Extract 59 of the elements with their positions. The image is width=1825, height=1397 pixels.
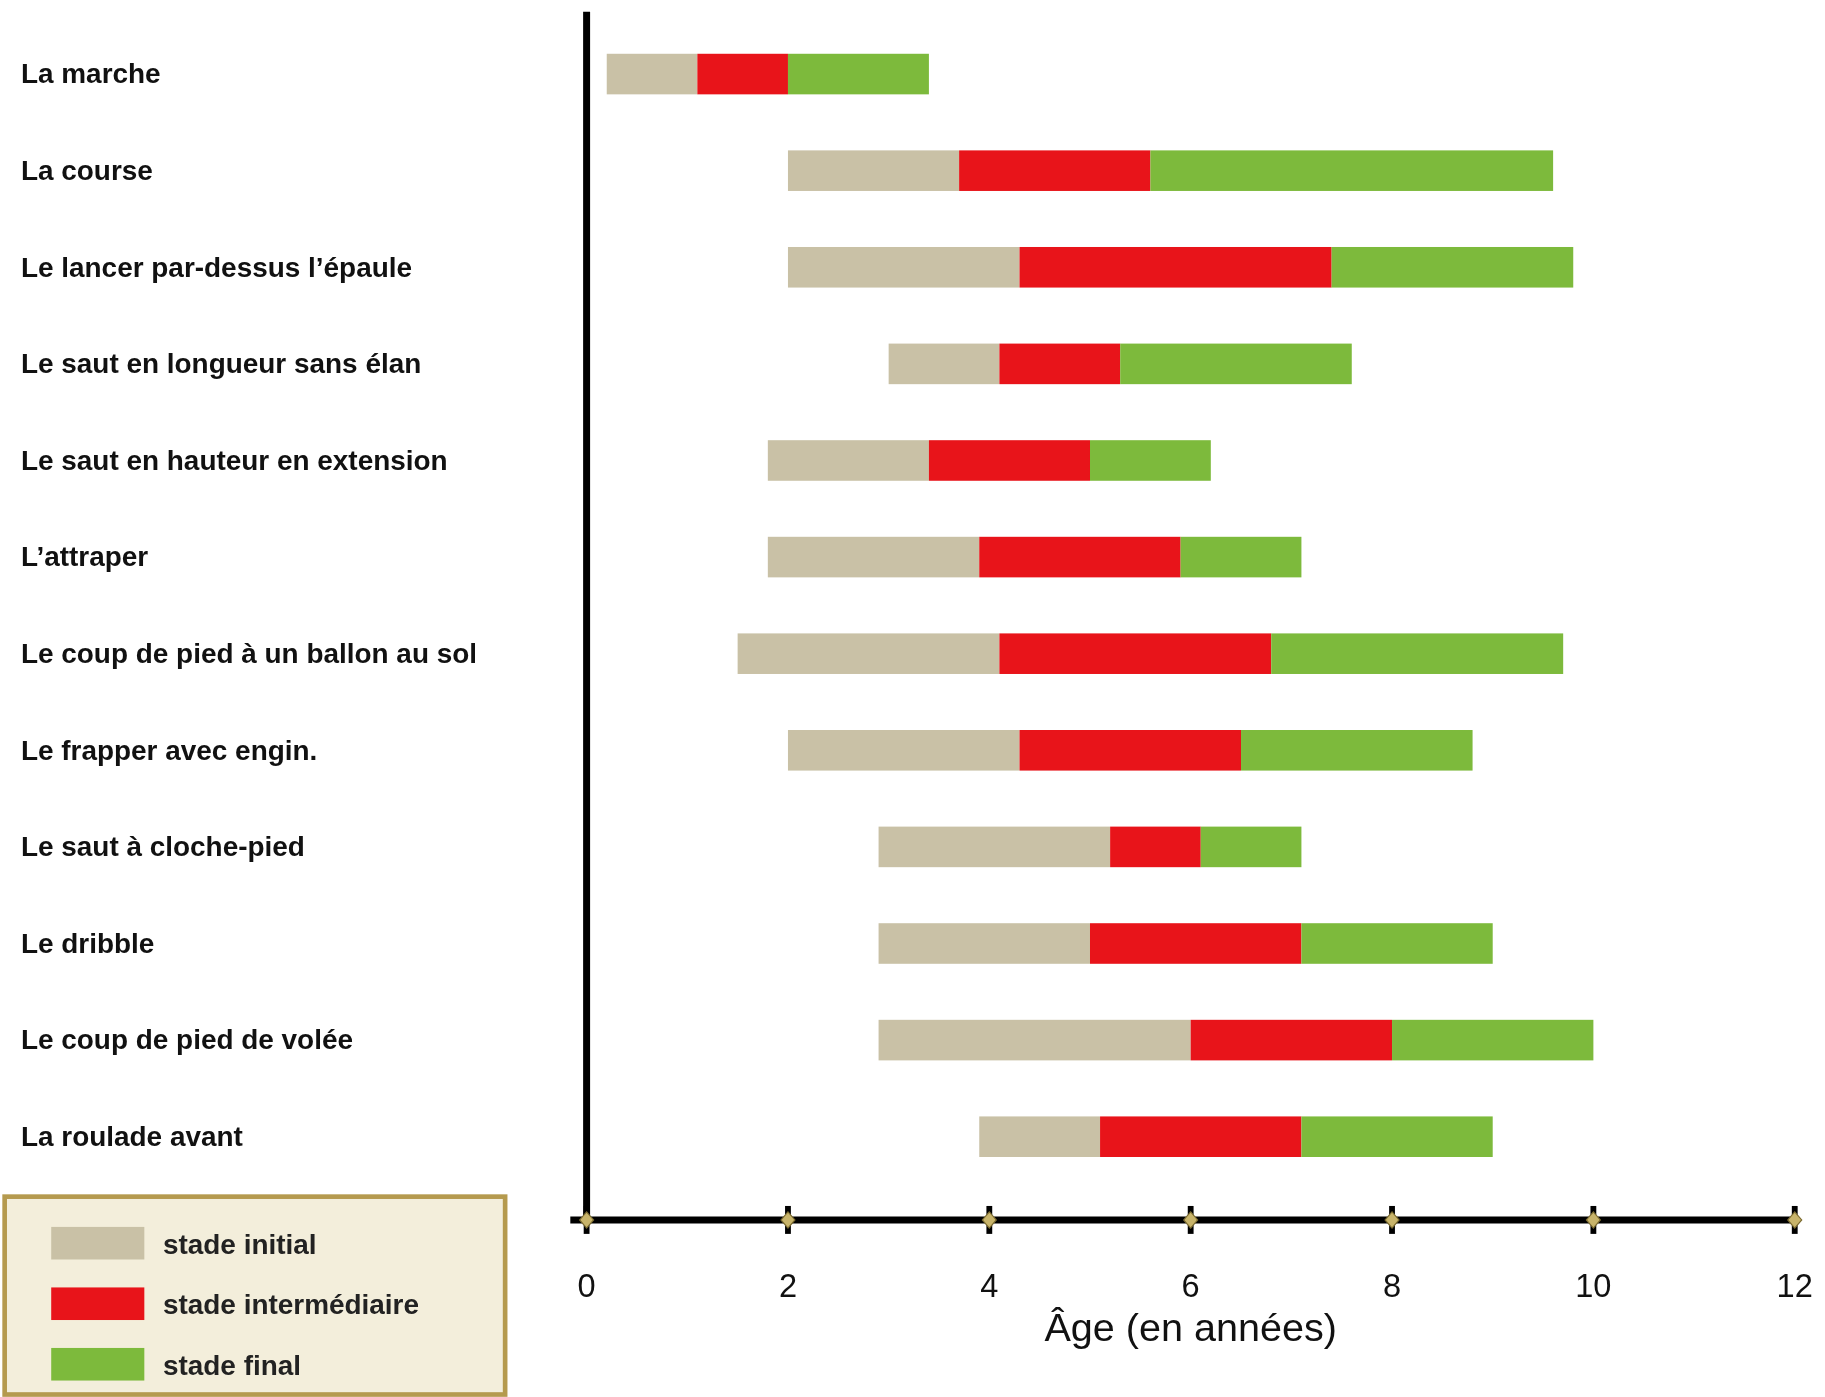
bar	[1180, 536, 1302, 578]
bar	[767, 536, 980, 578]
bar	[979, 536, 1181, 578]
bar	[1392, 1019, 1594, 1061]
bar	[1331, 246, 1574, 288]
y-tick-label: La roulade avant	[20, 1121, 243, 1153]
bar	[1200, 826, 1302, 868]
y-tick-label: La course	[20, 154, 153, 186]
y-tick-label: Le saut à cloche-pied	[20, 831, 305, 863]
y-tick-label: Le frapper avec engin.	[20, 734, 318, 766]
x-tick-label: 0	[577, 1267, 596, 1304]
bar	[1120, 343, 1352, 385]
legend-label: stade initial	[162, 1228, 317, 1260]
bar	[999, 343, 1121, 385]
x-tick-label: 8	[1382, 1267, 1402, 1304]
x-tick-label: 4	[980, 1267, 999, 1304]
x-tick-label: 6	[1181, 1267, 1200, 1304]
bar	[787, 150, 960, 191]
bar	[1019, 246, 1332, 288]
x-tick-label: 2	[778, 1267, 798, 1304]
bar	[1090, 440, 1211, 481]
bar	[737, 633, 1000, 674]
y-tick-label: Le coup de pied à un ballon au sol	[20, 638, 478, 669]
legend-label: stade final	[162, 1349, 302, 1381]
x-axis-title: Âge (en années)	[1044, 1304, 1337, 1349]
y-tick-label: Le saut en longueur sans élan	[20, 348, 422, 380]
bar	[1150, 150, 1554, 191]
bar	[1190, 1019, 1393, 1061]
bar	[959, 150, 1151, 191]
y-tick-label: Le lancer par-dessus l’épaule	[20, 251, 413, 283]
bar	[928, 440, 1090, 481]
bar	[787, 730, 1020, 771]
bar	[888, 343, 1000, 385]
bar	[606, 53, 698, 95]
bar	[767, 440, 929, 481]
bar	[1241, 730, 1473, 771]
bar	[1301, 1116, 1493, 1157]
bar	[1271, 633, 1564, 674]
bar	[1100, 1116, 1302, 1157]
bar	[878, 826, 1111, 868]
bar	[1090, 923, 1302, 964]
x-tick-label: 12	[1776, 1267, 1813, 1304]
bar	[787, 53, 929, 95]
bar	[697, 53, 788, 95]
y-tick-label: Le saut en hauteur en extension	[20, 444, 448, 476]
x-tick-label: 10	[1575, 1267, 1612, 1304]
bar	[979, 1116, 1101, 1157]
bar	[878, 1019, 1191, 1061]
bar	[999, 633, 1272, 674]
bar	[878, 923, 1090, 964]
y-tick-label: Le coup de pied de volée	[20, 1024, 353, 1056]
y-tick-label: La marche	[20, 58, 161, 90]
y-tick-label: Le dribble	[20, 927, 155, 959]
y-tick-label: L’attraper	[20, 541, 149, 573]
bar	[1301, 923, 1493, 964]
bar	[1019, 730, 1242, 771]
bar	[787, 246, 1020, 288]
bar	[1110, 826, 1201, 868]
legend-label: stade intermédiaire	[162, 1289, 420, 1321]
